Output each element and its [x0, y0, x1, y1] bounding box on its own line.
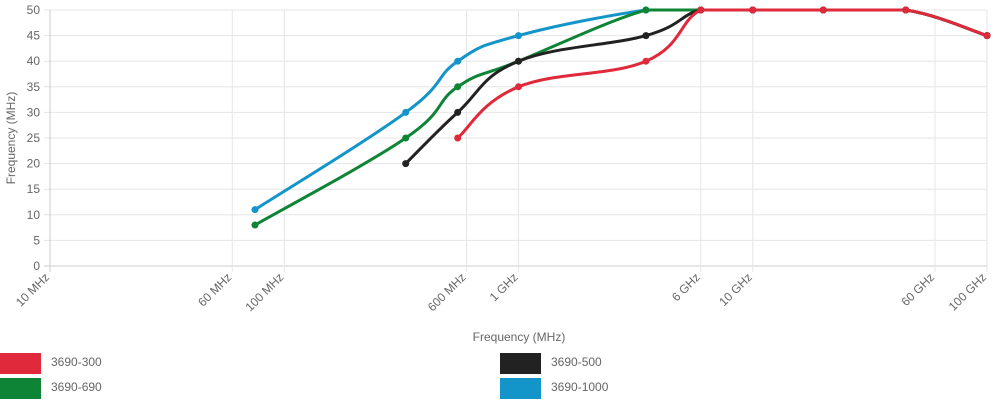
x-tick-label: 6 GHz	[669, 270, 703, 304]
data-point	[642, 57, 650, 65]
data-point	[454, 134, 462, 142]
y-tick-label: 5	[33, 233, 40, 247]
data-point	[454, 57, 462, 65]
x-tick-label: 100 MHz	[243, 270, 287, 314]
x-tick-label: 60 GHz	[898, 270, 937, 309]
data-point	[251, 206, 259, 214]
y-tick-label: 25	[27, 131, 41, 145]
legend-swatch	[0, 378, 41, 399]
data-point	[402, 134, 410, 142]
series-points	[251, 6, 991, 229]
data-point	[515, 32, 522, 40]
data-point	[697, 6, 705, 14]
x-tick-label: 100 GHz	[946, 270, 989, 313]
legend-swatch	[500, 378, 541, 399]
x-axis-label: Frequency (MHz)	[473, 330, 566, 344]
y-axis-label: Frequency (MHz)	[4, 92, 18, 185]
data-point	[819, 6, 827, 14]
x-tick-label: 600 MHz	[425, 270, 469, 314]
grid	[44, 9, 988, 272]
data-point	[749, 6, 757, 14]
data-point	[515, 83, 522, 91]
data-point	[902, 6, 910, 14]
x-tick-label: 1 GHz	[487, 270, 521, 304]
data-point	[402, 108, 410, 116]
y-tick-label: 35	[27, 80, 41, 94]
data-point	[642, 32, 650, 40]
y-tick-label: 30	[27, 105, 41, 119]
legend-label: 3690-1000	[551, 380, 609, 394]
y-tick-label: 40	[27, 54, 41, 68]
x-tick-label: 10 MHz	[13, 270, 52, 309]
legend-swatch	[0, 353, 41, 374]
x-tick-label: 60 MHz	[195, 270, 234, 309]
y-tick-label: 50	[27, 3, 41, 17]
x-tick-label: 10 GHz	[716, 270, 755, 309]
y-tick-label: 45	[27, 29, 41, 43]
legend-label: 3690-690	[51, 380, 102, 394]
x-axis-ticks: 10 MHz 60 MHz 100 MHz 600 MHz 1 GHz 6 GHz 10 G…	[13, 270, 989, 314]
data-point	[402, 160, 410, 168]
series-line-1	[456, 8, 989, 140]
legend: 3690-300 3690-500 3690-690 3690-1000	[0, 350, 1000, 400]
y-tick-label: 0	[33, 259, 40, 273]
series-lines	[253, 8, 989, 227]
legend-label: 3690-500	[551, 355, 602, 369]
data-point	[454, 108, 462, 116]
y-tick-label: 20	[27, 157, 41, 171]
data-point	[983, 32, 991, 40]
legend-swatch	[500, 353, 541, 374]
y-tick-label: 10	[27, 208, 41, 222]
line-chart: 0 5 10 15 20 25 30 35 40 45 50 10 MHz 60 MHz 100 MHz…	[4, 3, 991, 344]
legend-label: 3690-300	[51, 355, 102, 369]
y-axis-ticks: 0 5 10 15 20 25 30 35 40 45 50	[27, 3, 41, 273]
data-point	[251, 221, 259, 229]
data-point	[642, 6, 650, 14]
data-point	[515, 57, 522, 65]
y-tick-label: 15	[27, 182, 41, 196]
data-point	[454, 83, 462, 91]
